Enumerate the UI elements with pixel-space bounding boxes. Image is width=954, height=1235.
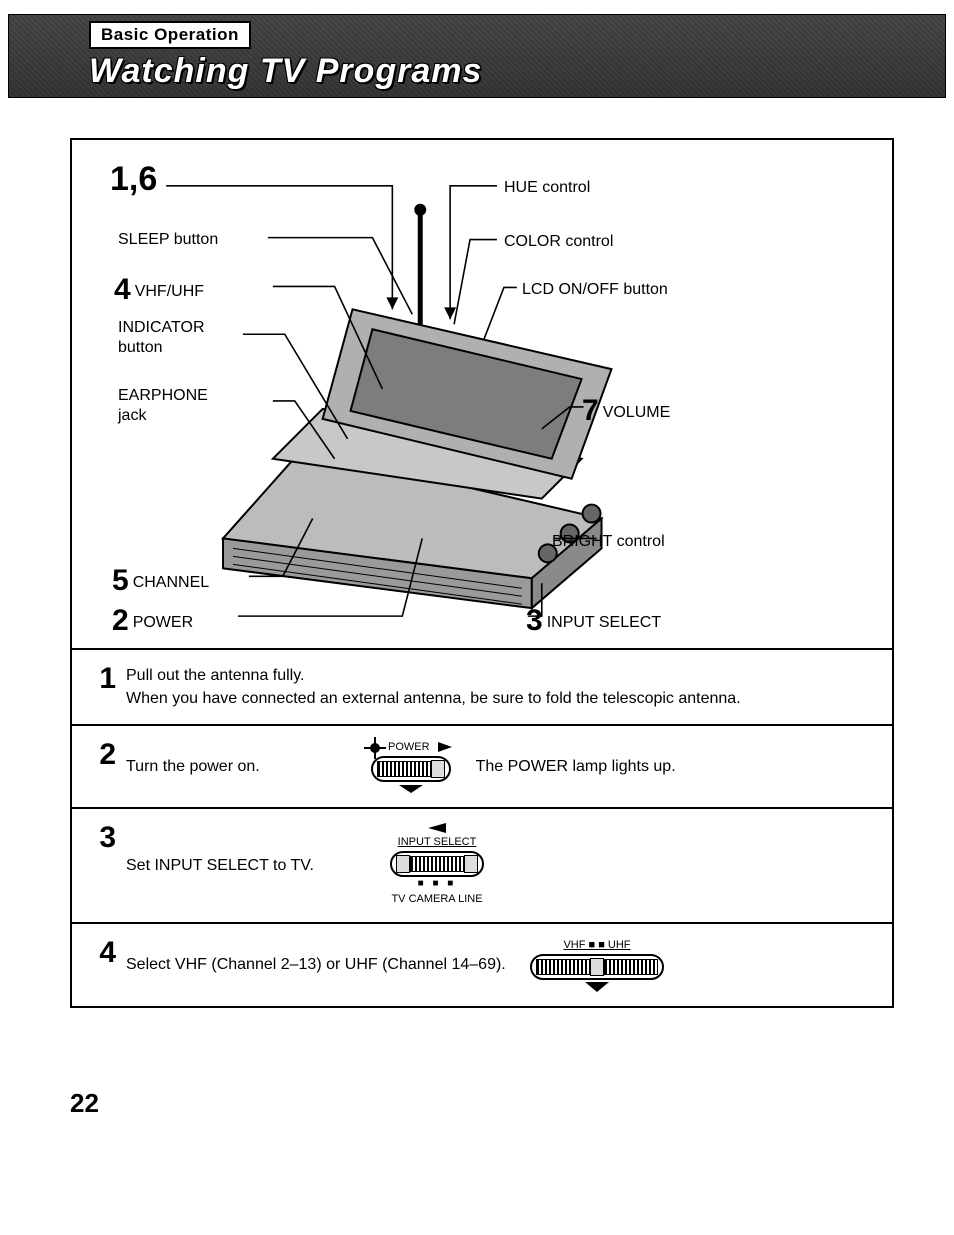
callout-sleep: SLEEP button (118, 230, 218, 250)
step-2: 2 Turn the power on. POWER The POWER lam… (72, 726, 892, 809)
step-2-num: 2 (90, 740, 116, 770)
step-3-num: 3 (90, 823, 116, 853)
power-switch-icon: POWER (370, 740, 452, 793)
step-1-text: Pull out the antenna fully. When you hav… (126, 664, 874, 710)
callout-input: 3INPUT SELECT (526, 602, 661, 640)
banner-title: Watching TV Programs (89, 52, 482, 91)
step-3: 3 Set INPUT SELECT to TV. INPUT SELECT ■… (72, 809, 892, 923)
step-3-text: Set INPUT SELECT to TV. (126, 854, 366, 877)
callout-earphone: EARPHONE jack (118, 386, 208, 426)
callout-bright: BRIGHT control (552, 532, 665, 552)
input-select-switch-icon: INPUT SELECT ■ ■ ■ TV CAMERA LINE (390, 823, 484, 907)
step-2-text: Turn the power on. (126, 755, 346, 778)
main-box: 1,6 SLEEP button 4VHF/UHF INDICATOR butt… (70, 138, 894, 1008)
callout-vhfuhf: 4VHF/UHF (114, 271, 204, 309)
callout-color: COLOR control (504, 232, 613, 252)
callout-volume: 7VOLUME (582, 392, 670, 430)
diagram-ref-1-6: 1,6 (110, 158, 157, 201)
callout-indicator: INDICATOR button (118, 318, 205, 358)
section-banner: Basic Operation Watching TV Programs (8, 14, 946, 98)
step-1-num: 1 (90, 664, 116, 694)
power-lamp-icon (370, 743, 380, 753)
step-4: 4 Select VHF (Channel 2–13) or UHF (Chan… (72, 924, 892, 1006)
step-4-text: Select VHF (Channel 2–13) or UHF (Channe… (126, 953, 506, 976)
step-4-num: 4 (90, 938, 116, 968)
step-2-result: The POWER lamp lights up. (476, 755, 676, 778)
callout-hue: HUE control (504, 178, 590, 198)
callout-power: 2POWER (112, 602, 193, 640)
page-number: 22 (70, 1088, 954, 1119)
banner-tag: Basic Operation (89, 21, 251, 49)
callout-lcd: LCD ON/OFF button (522, 280, 668, 300)
callout-channel: 5CHANNEL (112, 562, 209, 600)
device-diagram: 1,6 SLEEP button 4VHF/UHF INDICATOR butt… (72, 140, 892, 650)
vhf-uhf-switch-icon: VHF ■ ■ UHF (530, 938, 664, 992)
step-1: 1 Pull out the antenna fully. When you h… (72, 650, 892, 726)
